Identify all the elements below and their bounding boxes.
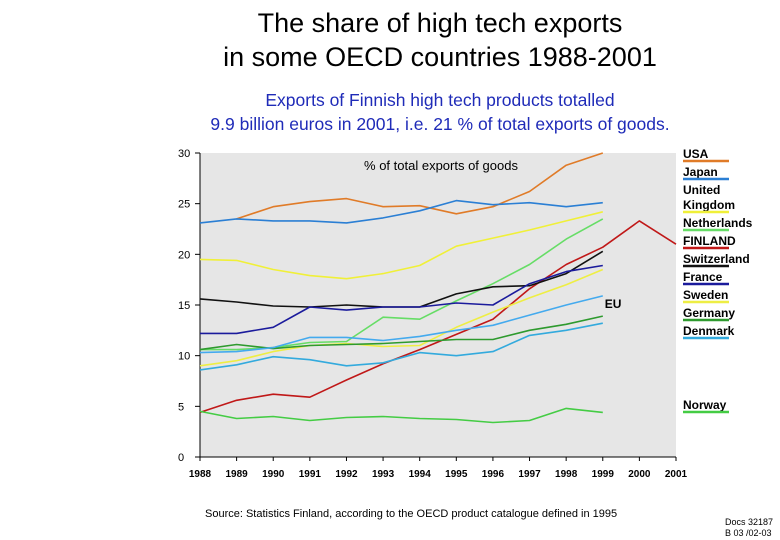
legend-label-usa: USA bbox=[683, 147, 709, 161]
series-line-finland bbox=[199, 220, 677, 414]
title-line-2: in some OECD countries 1988-2001 bbox=[223, 42, 657, 72]
x-tick-label: 2001 bbox=[665, 469, 688, 480]
line-chart: 0 5 10 15 20 25 30 1988 1989 1990 1991 1992 1993 1994… bbox=[178, 147, 753, 480]
x-tick-label: 1990 bbox=[262, 469, 285, 480]
doc-reference: Docs 32187 B 03 /02-03 bbox=[725, 517, 773, 539]
legend-label-united-kingdom: United bbox=[683, 183, 720, 197]
x-tick-label: 1999 bbox=[592, 469, 615, 480]
y-tick-label: 25 bbox=[178, 199, 190, 211]
y-tick-label: 15 bbox=[178, 300, 190, 312]
series-line-usa bbox=[236, 152, 604, 220]
series-line-norway bbox=[199, 407, 603, 424]
unit-label: % of total exports of goods bbox=[364, 158, 518, 173]
series-line-denmark bbox=[199, 322, 603, 371]
source-note: Source: Statistics Finland, according to… bbox=[205, 508, 618, 520]
legend-label-france: France bbox=[683, 270, 723, 284]
y-tick-label: 0 bbox=[178, 452, 184, 464]
legend-label-germany: Germany bbox=[683, 306, 735, 320]
chart-subtitle: Exports of Finnish high tech products to… bbox=[0, 88, 780, 136]
x-tick-label: 2000 bbox=[628, 469, 651, 480]
doc-ref-line-1: Docs 32187 bbox=[725, 517, 774, 527]
x-tick-label: 1995 bbox=[445, 469, 468, 480]
eu-annotation: EU bbox=[605, 297, 622, 311]
series-line-japan bbox=[199, 199, 603, 224]
y-tick-label: 30 bbox=[178, 148, 190, 160]
x-tick-label: 1989 bbox=[225, 469, 248, 480]
x-tick-label: 1994 bbox=[409, 469, 432, 480]
y-tick-label: 5 bbox=[178, 401, 184, 413]
series-line-eu bbox=[199, 295, 603, 354]
legend-label-sweden: Sweden bbox=[683, 288, 728, 302]
series-line-sweden bbox=[199, 268, 604, 367]
x-tick-label: 1996 bbox=[482, 469, 505, 480]
x-tick-label: 1992 bbox=[335, 469, 358, 480]
legend-label-netherlands: Netherlands bbox=[683, 216, 753, 230]
x-tick-label: 1998 bbox=[555, 469, 578, 480]
y-tick-label: 10 bbox=[178, 351, 190, 363]
series-line-france bbox=[200, 264, 603, 335]
legend-label-denmark: Denmark bbox=[683, 324, 735, 338]
doc-ref-line-2: B 03 /02-03 bbox=[725, 528, 772, 538]
x-tick-label: 1988 bbox=[189, 469, 212, 480]
x-tick-label: 1993 bbox=[372, 469, 395, 480]
legend-label-united-kingdom: Kingdom bbox=[683, 198, 735, 212]
x-tick-label: 1997 bbox=[518, 469, 541, 480]
series-line-united-kingdom bbox=[199, 211, 603, 280]
subtitle-line-2: 9.9 billion euros in 2001, i.e. 21 % of … bbox=[210, 114, 670, 134]
legend-label-japan: Japan bbox=[683, 165, 718, 179]
title-line-1: The share of high tech exports bbox=[257, 8, 623, 38]
subtitle-line-1: Exports of Finnish high tech products to… bbox=[265, 90, 615, 110]
chart-title: The share of high tech exports in some O… bbox=[0, 6, 780, 74]
legend-label-norway: Norway bbox=[683, 398, 727, 412]
legend-label-finland: FINLAND bbox=[683, 234, 736, 248]
x-tick-label: 1991 bbox=[299, 469, 322, 480]
y-tick-label: 20 bbox=[178, 249, 190, 261]
legend-label-switzerland: Switzerland bbox=[683, 252, 750, 266]
